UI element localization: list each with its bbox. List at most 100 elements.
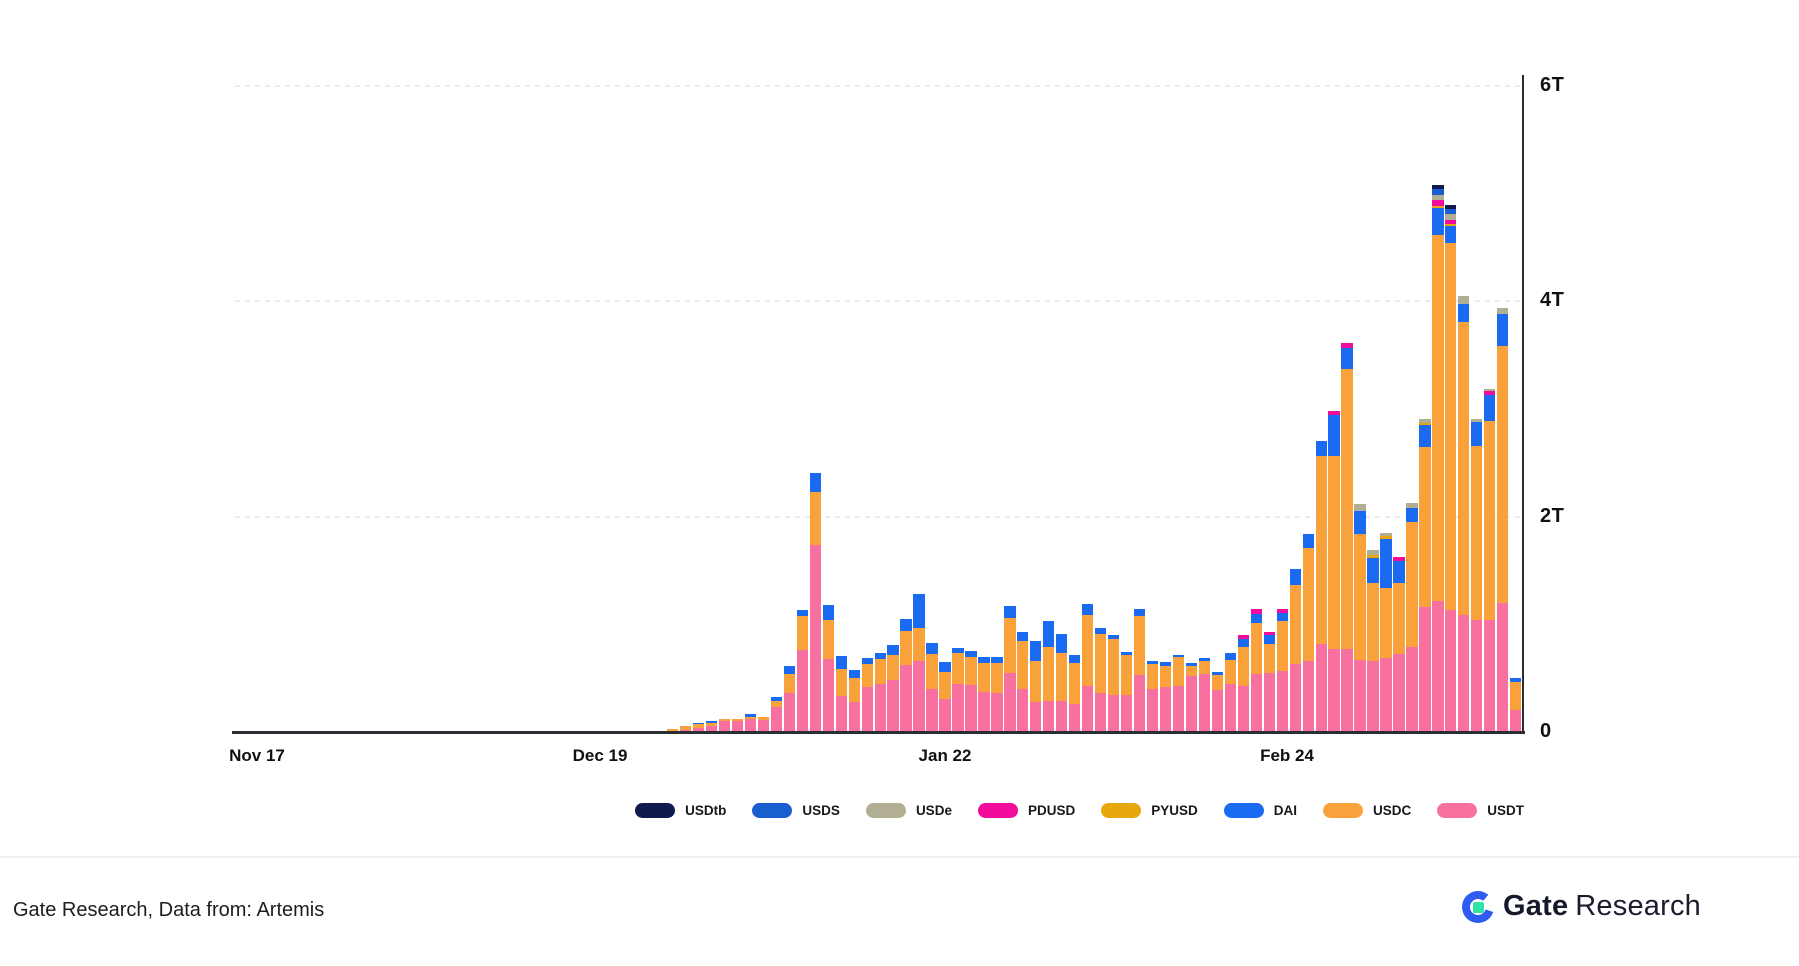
bar[interactable] (1510, 678, 1522, 732)
bar[interactable] (900, 618, 912, 732)
bar[interactable] (1185, 663, 1198, 732)
bar[interactable] (978, 656, 990, 732)
legend-item-usdt[interactable]: USDT (1437, 803, 1524, 818)
bar[interactable] (705, 721, 718, 732)
bar[interactable] (1172, 654, 1185, 732)
bar[interactable] (1263, 631, 1275, 732)
bar[interactable] (1471, 418, 1483, 732)
bar[interactable] (1146, 660, 1159, 732)
bar[interactable] (1406, 502, 1418, 732)
bar[interactable] (1043, 621, 1055, 732)
bar[interactable] (1198, 657, 1211, 732)
bar[interactable] (913, 594, 925, 732)
bar-segment-usde (1445, 214, 1457, 220)
bar-segment-usdt (783, 693, 796, 732)
legend-item-usds[interactable]: USDS (752, 803, 840, 818)
bar[interactable] (1393, 556, 1405, 732)
bar-segment-dai (887, 644, 899, 655)
bar[interactable] (1445, 204, 1457, 732)
bar[interactable] (744, 713, 757, 732)
bar[interactable] (965, 651, 977, 732)
bar[interactable] (991, 656, 1003, 732)
legend-item-usdc[interactable]: USDC (1322, 803, 1412, 818)
bar[interactable] (1354, 503, 1366, 732)
legend-item-usdtb[interactable]: USDtb (635, 803, 726, 818)
bar[interactable] (1315, 441, 1327, 732)
bar-segment-dai (900, 618, 912, 631)
bar[interactable] (757, 716, 770, 732)
bar[interactable] (679, 725, 692, 732)
bar[interactable] (861, 657, 873, 732)
bar[interactable] (848, 669, 860, 732)
bar-segment-dai (848, 669, 860, 679)
bar[interactable] (1017, 631, 1029, 732)
bar[interactable] (1289, 569, 1301, 732)
bar[interactable] (1211, 671, 1224, 732)
bar[interactable] (1497, 307, 1509, 732)
bar[interactable] (1069, 654, 1081, 732)
bar[interactable] (1133, 609, 1146, 732)
bar[interactable] (1095, 627, 1107, 732)
bar[interactable] (1120, 652, 1133, 732)
bar[interactable] (770, 696, 783, 732)
bar[interactable] (1030, 640, 1042, 732)
legend-item-pyusd[interactable]: PYUSD (1101, 803, 1198, 818)
bar[interactable] (1004, 606, 1016, 732)
bar-segment-usdc (991, 663, 1003, 694)
bar-segment-usdt (692, 727, 705, 732)
bar[interactable] (809, 472, 821, 732)
legend-item-usde[interactable]: USDe (865, 803, 952, 818)
bar-segment-dai (1458, 303, 1470, 322)
bar-segment-usdc (1198, 660, 1211, 674)
bar[interactable] (692, 723, 705, 732)
legend-label: USDC (1372, 803, 1412, 818)
bar-segment-usdt (1211, 690, 1224, 732)
legend-item-pdusd[interactable]: PDUSD (977, 803, 1075, 818)
bar[interactable] (874, 653, 886, 732)
bar-segment-usdt (770, 707, 783, 732)
bar[interactable] (731, 719, 744, 732)
bar[interactable] (1367, 550, 1379, 732)
bar[interactable] (1432, 185, 1444, 732)
bar-segment-pyusd (1380, 536, 1392, 540)
bar[interactable] (1302, 533, 1314, 732)
bar[interactable] (796, 610, 808, 732)
bar[interactable] (1056, 634, 1068, 732)
bar-segment-usdt (1224, 683, 1236, 732)
bar-segment-usdc (1302, 547, 1314, 661)
bar-segment-usde (1432, 194, 1444, 201)
bar-segment-usdt (1107, 695, 1120, 732)
bar[interactable] (1380, 532, 1392, 732)
bar[interactable] (1458, 295, 1470, 732)
bar[interactable] (887, 644, 899, 732)
bar-segment-dai (913, 594, 925, 628)
bar-segment-dai (1172, 654, 1185, 657)
bar[interactable] (1107, 635, 1120, 732)
bar-segment-dai (1107, 635, 1120, 640)
bar[interactable] (822, 604, 834, 732)
bar[interactable] (1237, 635, 1249, 732)
bar[interactable] (1082, 603, 1094, 732)
bar[interactable] (835, 655, 847, 732)
legend-swatch-usdt (1437, 803, 1478, 818)
bar[interactable] (1328, 411, 1340, 732)
bar[interactable] (926, 642, 938, 732)
bar[interactable] (1224, 653, 1236, 732)
bar-segment-usdc (835, 668, 847, 697)
bar-segment-pdusd (1432, 200, 1444, 206)
bar[interactable] (939, 662, 951, 732)
bar[interactable] (1276, 609, 1288, 732)
bar[interactable] (783, 666, 796, 732)
bar[interactable] (718, 719, 731, 732)
bar-segment-dai (1406, 508, 1418, 523)
bar[interactable] (1341, 343, 1353, 732)
bar-segment-usde (1380, 532, 1392, 537)
bar[interactable] (1159, 662, 1172, 732)
x-tick-label: Dec 19 (572, 746, 628, 765)
bar[interactable] (952, 648, 964, 732)
bar-segment-dai (1004, 606, 1016, 618)
bar[interactable] (1419, 418, 1431, 732)
bar[interactable] (1250, 609, 1262, 732)
bar[interactable] (1484, 388, 1496, 732)
legend-item-dai[interactable]: DAI (1223, 803, 1297, 818)
